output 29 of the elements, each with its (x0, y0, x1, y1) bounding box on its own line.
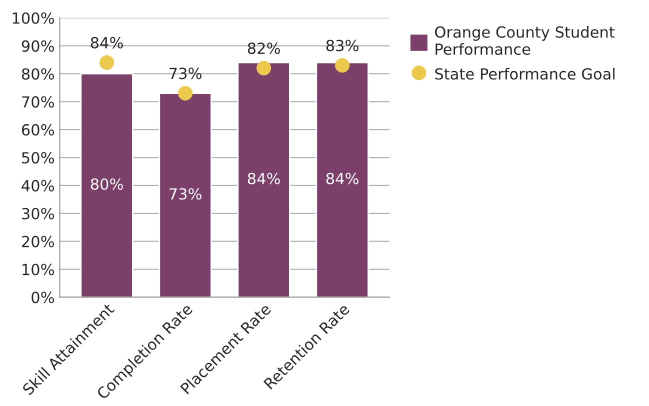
data-label: 73% (170, 188, 202, 200)
point (256, 60, 272, 76)
y-tick-label: 30% (22, 208, 54, 220)
data-label: 84% (248, 172, 280, 184)
data-label: 83% (326, 40, 358, 52)
legend-label: State Performance Goal (435, 68, 615, 80)
point (100, 55, 114, 70)
y-tick-label: 100% (12, 12, 54, 24)
y-tick-label: 40% (22, 180, 54, 192)
bar (316, 62, 369, 298)
point (178, 86, 193, 101)
bar (80, 73, 134, 298)
y-tick-label: 60% (22, 124, 54, 136)
y-tick-label: 90% (22, 40, 54, 52)
data-label: 80% (90, 178, 123, 190)
data-label: 73% (170, 68, 202, 80)
point (335, 58, 350, 73)
y-tick-label: 20% (22, 236, 54, 248)
y-tick-label: 10% (22, 264, 54, 276)
y-tick-label: 70% (22, 96, 54, 108)
legend-label: Orange County Student Performance (435, 26, 615, 55)
data-label: 84% (326, 172, 358, 184)
bar (237, 62, 290, 298)
y-tick-label: 80% (22, 68, 54, 80)
data-label: 82% (248, 42, 280, 54)
y-tick-label: 50% (22, 152, 54, 164)
data-label: 84% (90, 36, 123, 48)
bar (158, 92, 212, 298)
y-tick-label: 0% (32, 292, 54, 304)
